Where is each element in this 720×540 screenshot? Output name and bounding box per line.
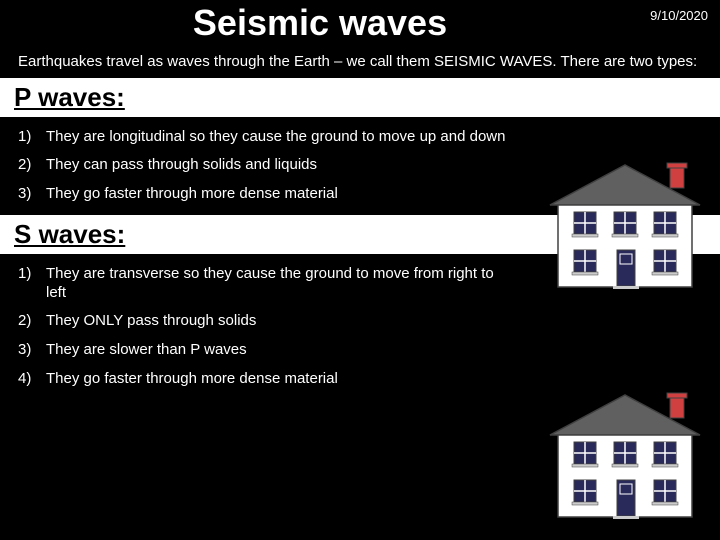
list-item: 2) They ONLY pass through solids — [0, 307, 530, 336]
list-number: 1) — [18, 128, 46, 147]
list-number: 4) — [18, 370, 46, 389]
list-number: 1) — [18, 265, 46, 303]
list-number: 3) — [18, 185, 46, 204]
list-number: 3) — [18, 341, 46, 360]
list-text: They are longitudinal so they cause the … — [46, 128, 512, 147]
list-number: 2) — [18, 312, 46, 331]
list-item: 3) They are slower than P waves — [0, 336, 530, 365]
list-item: 1) They are transverse so they cause the… — [0, 260, 530, 308]
house-illustration-bottom — [540, 390, 710, 520]
p-waves-heading: P waves: — [0, 78, 720, 117]
date-stamp: 9/10/2020 — [650, 8, 708, 23]
list-text: They are slower than P waves — [46, 341, 512, 360]
list-number: 2) — [18, 156, 46, 175]
list-item: 3) They go faster through more dense mat… — [0, 180, 530, 209]
house-illustration-top — [540, 160, 710, 290]
list-text: They are transverse so they cause the gr… — [46, 265, 512, 303]
list-text: They go faster through more dense materi… — [46, 185, 512, 204]
list-item: 1) They are longitudinal so they cause t… — [0, 123, 530, 152]
page-title: Seismic waves — [0, 0, 720, 44]
list-text: They go faster through more dense materi… — [46, 370, 512, 389]
s-waves-list: 1) They are transverse so they cause the… — [0, 254, 530, 400]
list-item: 2) They can pass through solids and liqu… — [0, 151, 530, 180]
intro-text: Earthquakes travel as waves through the … — [0, 44, 720, 78]
p-waves-list: 1) They are longitudinal so they cause t… — [0, 117, 530, 215]
list-text: They ONLY pass through solids — [46, 312, 512, 331]
list-item: 4) They go faster through more dense mat… — [0, 365, 530, 394]
list-text: They can pass through solids and liquids — [46, 156, 512, 175]
